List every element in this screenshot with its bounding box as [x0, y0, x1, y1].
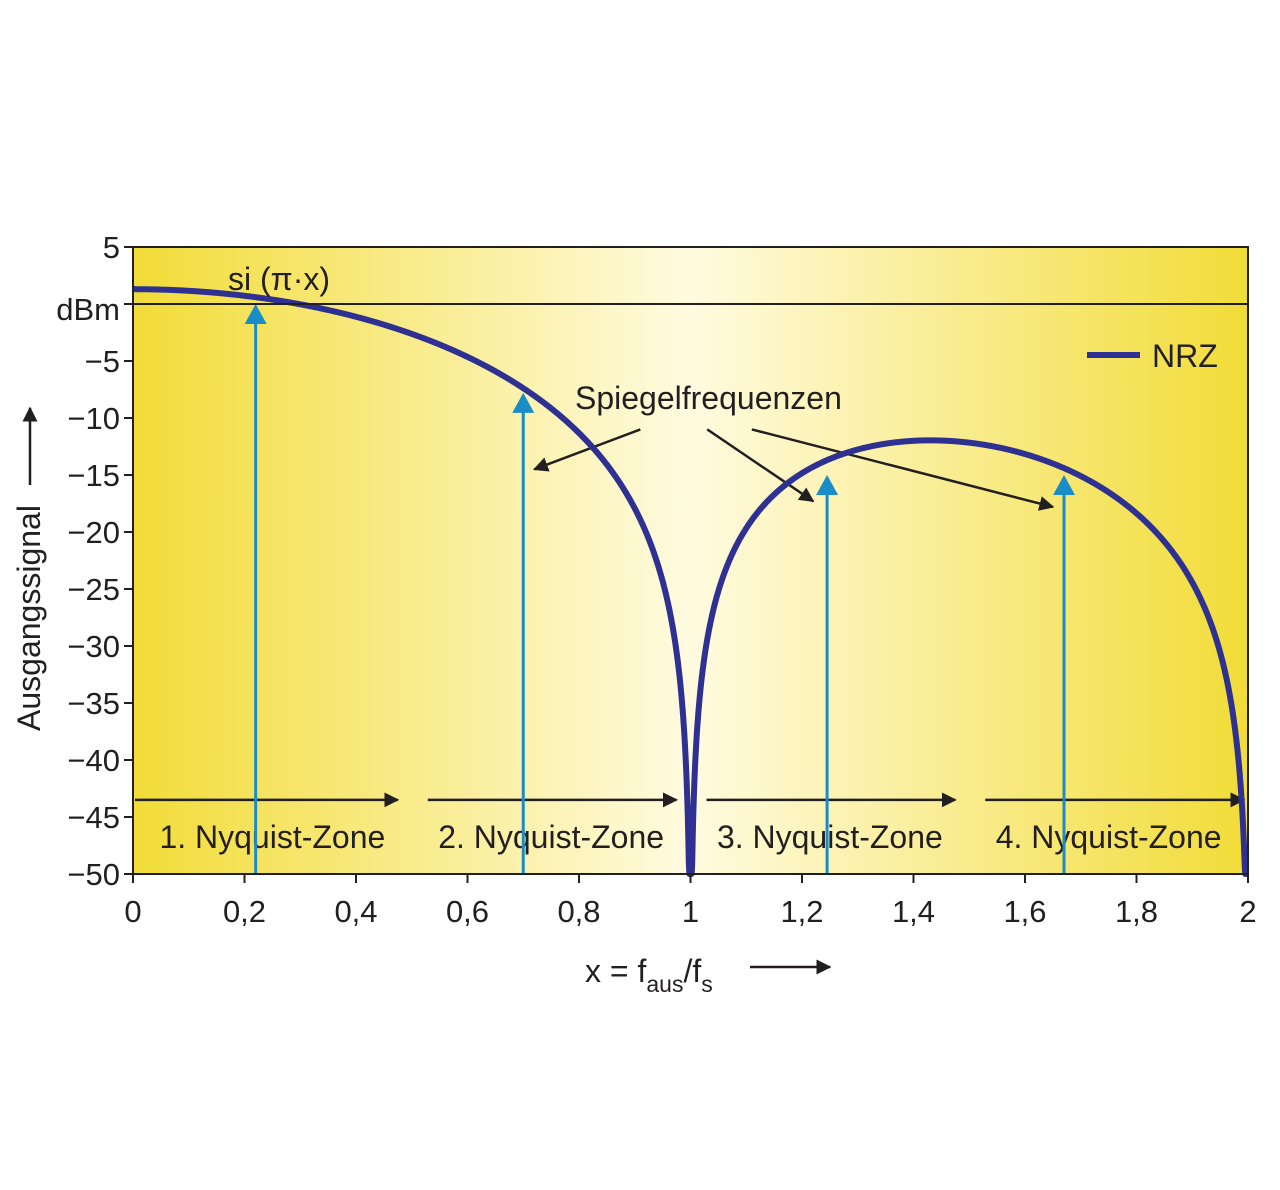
annotation-pointer [706, 428, 815, 503]
x-tick-label: 1,2 [780, 894, 823, 929]
x-tick-label: 2 [1239, 894, 1256, 929]
x-tick-label: 0,8 [557, 894, 600, 929]
y-tick-label: −25 [67, 572, 120, 607]
annotation-pointer [532, 428, 641, 472]
y-tick-label: 5 [103, 230, 120, 265]
frequency-arrow-head [512, 392, 535, 413]
frequency-arrow-head [1053, 475, 1076, 495]
y-axis-label: Ausgangssignal [11, 505, 47, 731]
x-tick-label: 1 [682, 894, 699, 929]
y-tick-label: −30 [67, 629, 120, 664]
x-axis-label: x = faus/fs [585, 953, 713, 997]
y-tick-label: −10 [67, 401, 120, 436]
curve-function-label: si (π·x) [228, 261, 330, 297]
zone-label: 3. Nyquist-Zone [717, 819, 943, 855]
x-tick-label: 1,6 [1003, 894, 1046, 929]
annotation-label: Spiegelfrequenzen [575, 380, 842, 416]
y-tick-label: −15 [67, 458, 120, 493]
y-tick-label: −20 [67, 515, 120, 550]
y-unit-label: dBm [56, 292, 120, 327]
x-tick-label: 0 [124, 894, 141, 929]
y-tick-label: −45 [67, 800, 120, 835]
x-tick-label: 0,4 [334, 894, 377, 929]
x-tick-label: 0,2 [223, 894, 266, 929]
frequency-arrow-head [816, 475, 839, 495]
x-tick-label: 1,4 [892, 894, 935, 929]
legend-nrz-label: NRZ [1152, 338, 1218, 374]
y-tick-label: −35 [67, 686, 120, 721]
y-tick-label: −40 [67, 743, 120, 778]
annotation-pointer [751, 428, 1055, 511]
x-tick-label: 0,6 [446, 894, 489, 929]
zone-label: 2. Nyquist-Zone [438, 819, 664, 855]
x-tick-label: 1,8 [1115, 894, 1158, 929]
zone-label: 4. Nyquist-Zone [996, 819, 1222, 855]
y-tick-label: −5 [85, 344, 120, 379]
frequency-arrow-head [244, 304, 267, 324]
y-tick-label: −50 [67, 857, 120, 892]
zone-label: 1. Nyquist-Zone [159, 819, 385, 855]
plot-background [133, 247, 1248, 874]
